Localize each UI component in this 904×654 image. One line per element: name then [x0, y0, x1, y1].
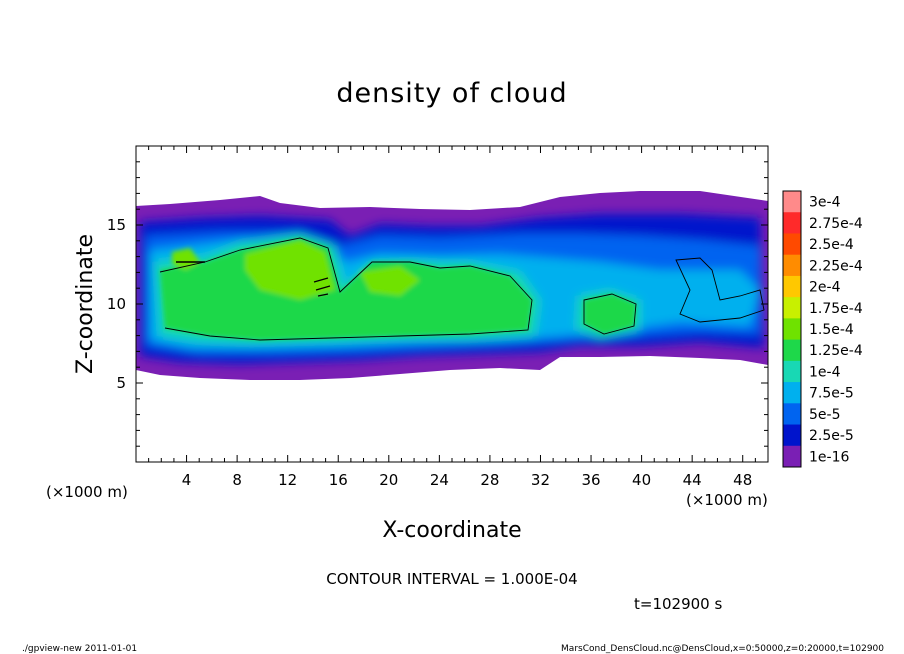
x-tick-label: 24	[430, 471, 449, 489]
x-tick-label: 28	[480, 471, 499, 489]
time-label: t=102900 s	[634, 595, 722, 613]
colorbar-label: 1.25e-4	[809, 343, 863, 359]
colorbar-label: 2e-4	[809, 280, 841, 296]
colorbar-swatch	[783, 212, 801, 234]
colorbar-swatch	[783, 445, 801, 468]
colorbar-label: 1.75e-4	[809, 301, 863, 317]
contour-line	[675, 257, 765, 323]
x-axis-label: X-coordinate	[382, 518, 521, 543]
plot-field	[136, 146, 768, 462]
colorbar-swatch	[783, 297, 801, 319]
colorbar-swatch	[783, 339, 801, 362]
colorbar-swatch	[783, 254, 801, 277]
colorbar-frame	[782, 190, 802, 468]
footer-left: ./gpview-new 2011-01-01	[22, 644, 137, 654]
colorbar-swatch	[783, 233, 801, 256]
colorbar-label: 1.5e-4	[809, 322, 854, 338]
x-tick-label: 44	[683, 471, 702, 489]
colorbar-swatch	[783, 360, 801, 383]
x-tick-label: 4	[182, 471, 192, 489]
y-tick-label: 5	[116, 374, 126, 392]
colorbar-swatch	[783, 382, 801, 404]
footer-right: MarsCond_DensCloud.nc@DensCloud,x=0:5000…	[561, 644, 884, 654]
colorbar-label: 3e-4	[809, 195, 841, 211]
colorbar-label: 5e-5	[809, 407, 840, 423]
y-tick-label: 15	[107, 216, 126, 234]
x-unit-right: (×1000 m)	[686, 491, 768, 509]
colorbar-swatch	[783, 191, 801, 213]
colorbar-label: 2.25e-4	[809, 258, 863, 274]
x-unit-left: (×1000 m)	[46, 483, 128, 501]
x-tick-label: 48	[733, 471, 752, 489]
contour-line	[313, 277, 331, 297]
colorbar-label: 2.5e-5	[809, 428, 854, 444]
y-axis-label: Z-coordinate	[73, 234, 98, 374]
contour-line	[583, 293, 637, 335]
x-tick-label: 32	[531, 471, 550, 489]
x-tick-label: 12	[278, 471, 297, 489]
colorbar-label: 2.5e-4	[809, 237, 854, 253]
colorbar-label: 1e-4	[809, 364, 841, 380]
contour-interval-label: CONTOUR INTERVAL = 1.000E-04	[326, 570, 577, 588]
colorbar-swatch	[783, 424, 801, 447]
x-tick-label: 20	[379, 471, 398, 489]
chart-title: density of cloud	[336, 78, 567, 109]
x-tick-label: 40	[632, 471, 651, 489]
colorbar-label: 1e-16	[809, 449, 849, 465]
x-axis: 4 8 12 16 20 24 28 32 36 40 44 48	[148, 146, 756, 489]
contour-line	[159, 237, 533, 341]
x-tick-label: 8	[232, 471, 242, 489]
colorbar: 3e-4 2.75e-4 2.5e-4 2.25e-4 2e-4 1.75e-4 1.5e-…	[782, 190, 863, 468]
colorbar-swatch	[783, 318, 801, 341]
colorbar-swatch	[783, 275, 801, 298]
x-tick-label: 16	[329, 471, 348, 489]
colorbar-label: 2.75e-4	[809, 216, 863, 232]
y-axis: 5 10 15	[107, 161, 768, 447]
colorbar-swatch	[783, 403, 801, 426]
x-tick-label: 36	[581, 471, 600, 489]
y-tick-label: 10	[107, 295, 126, 313]
colorbar-label: 7.5e-5	[809, 386, 854, 402]
